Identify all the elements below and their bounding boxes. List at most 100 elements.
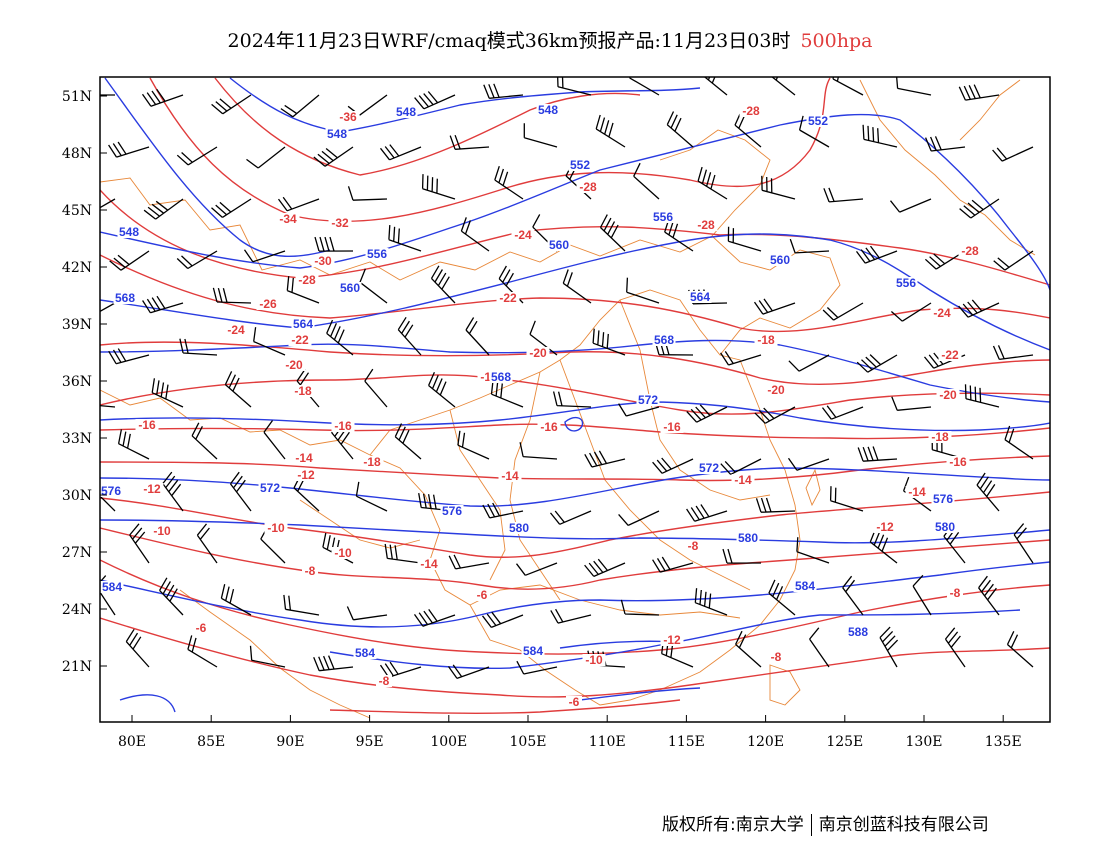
temp-label-bg	[511, 229, 535, 241]
longitude-axis: 80E 85E 90E 95E 100E 105E 110E 115E 120E 125E 130E…	[118, 715, 1022, 750]
wind-barb	[457, 430, 490, 460]
lat-label: 48N	[62, 146, 92, 162]
boundary-lines	[100, 79, 1036, 719]
temp-label: -16	[540, 420, 558, 434]
temp-label-bg	[768, 651, 784, 663]
lat-label: 42N	[62, 260, 92, 276]
height-label: 552	[808, 114, 828, 128]
wind-barb	[628, 77, 660, 96]
height-label: 568	[491, 370, 511, 384]
wind-barb	[944, 627, 966, 668]
wind-barb	[727, 226, 762, 252]
wind-barb	[249, 645, 286, 668]
temp-label-bg	[291, 385, 315, 397]
wind-barb	[925, 136, 966, 152]
wind-barb	[519, 442, 558, 460]
wind-barb	[229, 471, 252, 512]
wind-barb	[397, 316, 422, 356]
temp-label-bg	[276, 213, 300, 225]
temp-label-bg	[946, 456, 970, 468]
wind-barb	[666, 111, 694, 148]
wind-barb	[755, 497, 796, 513]
height-label: 588	[848, 625, 868, 639]
height-label-bg	[365, 248, 389, 260]
temp-label-bg	[936, 389, 960, 401]
wind-barb	[515, 562, 558, 576]
height-label: 576	[101, 484, 121, 498]
wind-barb	[211, 94, 252, 115]
wind-barb	[753, 298, 796, 315]
lat-label: 51N	[62, 89, 92, 105]
height-label: 580	[738, 531, 758, 545]
temp-label: -6	[477, 588, 488, 602]
height-label-bg	[768, 254, 792, 266]
wind-barb	[364, 368, 388, 408]
wind-barb	[912, 574, 932, 616]
temp-label: -10	[585, 653, 603, 667]
temp-label-bg	[496, 292, 520, 304]
wind-barb	[620, 599, 660, 616]
wind-barb	[550, 608, 592, 624]
wind-barb	[562, 269, 592, 304]
height-label: 560	[549, 238, 569, 252]
temp-label-bg	[417, 558, 441, 570]
map-title: 2024年11月23日WRF/cmaq模式36km预报产品:11月23日03时 5…	[0, 26, 1100, 53]
temp-label-bg	[282, 359, 306, 371]
wind-barb	[421, 174, 456, 200]
wind-barb	[220, 584, 252, 616]
height-label-bg	[117, 226, 141, 238]
temp-label-bg	[360, 456, 384, 468]
height-label: 572	[638, 393, 658, 407]
wind-barb	[842, 575, 864, 616]
wind-barb	[829, 486, 864, 512]
wind-barb	[703, 77, 728, 96]
wind-barb	[857, 446, 898, 462]
wind-barb	[823, 187, 864, 203]
wind-barb	[686, 504, 728, 522]
wind-barb	[697, 166, 728, 200]
wind-barb	[584, 558, 626, 577]
lon-label: 100E	[430, 734, 467, 750]
wind-barb	[326, 319, 354, 356]
height-label: 568	[654, 333, 674, 347]
temp-label-bg	[958, 245, 982, 257]
temp-label: -36	[339, 110, 357, 124]
company-text: 南京创蓝科技有限公司	[818, 815, 989, 835]
wind-barb	[108, 141, 150, 158]
wind-barb	[263, 420, 286, 460]
height-label: 576	[933, 492, 953, 506]
wind-barb	[313, 146, 354, 167]
temp-label-bg	[566, 696, 582, 708]
wind-barb	[109, 250, 150, 271]
wind-barb	[100, 404, 116, 408]
height-label: 548	[327, 127, 347, 141]
temp-label: -22	[941, 348, 959, 362]
height-label-bg	[636, 394, 660, 406]
wind-barb	[923, 352, 966, 369]
temp-label: -18	[931, 430, 949, 444]
wind-barb	[483, 83, 524, 99]
wind-barb	[465, 317, 490, 356]
wind-barb	[869, 528, 898, 564]
temp-label-bg	[582, 654, 606, 666]
temp-label: -26	[259, 297, 277, 311]
temp-label-bg	[694, 219, 718, 231]
wind-barb	[720, 351, 762, 366]
wind-barb	[1006, 631, 1034, 668]
temp-label: -8	[771, 650, 782, 664]
wind-barb	[494, 165, 524, 200]
copyright-footer: 版权所有:南京大学 南京创蓝科技有限公司	[662, 810, 989, 836]
lat-label: 45N	[62, 203, 92, 219]
temp-label-bg	[150, 525, 174, 537]
lon-label: 125E	[826, 734, 863, 750]
height-label: 556	[896, 276, 916, 290]
temp-label: -14	[420, 557, 438, 571]
lon-label: 120E	[747, 734, 784, 750]
wind-barb	[789, 238, 830, 254]
temp-label: -12	[297, 468, 315, 482]
wind-barb	[832, 77, 864, 96]
wind-barb	[314, 236, 354, 252]
height-label-bg	[353, 647, 377, 659]
wind-barb	[890, 302, 932, 322]
wind-barb	[448, 554, 490, 570]
